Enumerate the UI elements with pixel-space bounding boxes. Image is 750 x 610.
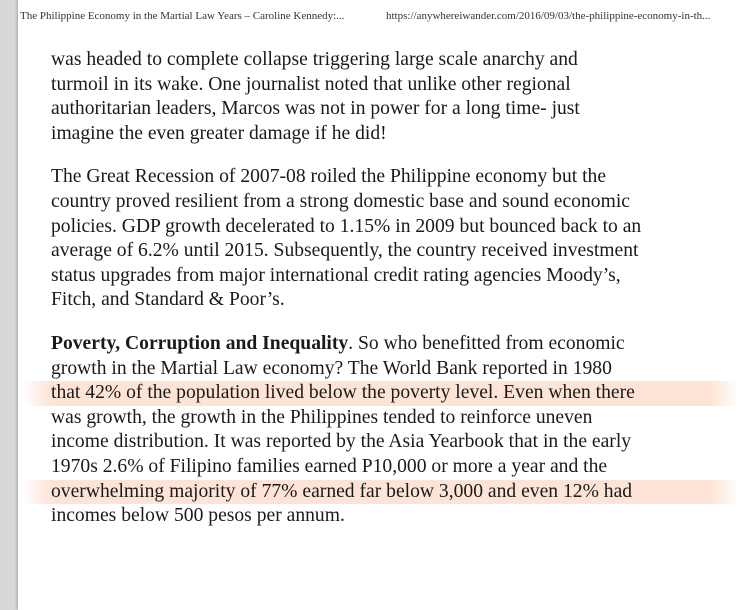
text-line: average of 6.2% until 2015. Subsequently… [51, 240, 639, 262]
text-line: policies. GDP growth decelerated to 1.15… [51, 215, 642, 237]
text-line: Poverty, Corruption and Inequality. So w… [51, 332, 711, 357]
text-line: growth in the Martial Law economy? The W… [51, 357, 612, 379]
text-line: imagine the even greater damage if he di… [51, 122, 387, 144]
document-url[interactable]: https://anywhereiwander.com/2016/09/03/t… [386, 10, 711, 22]
document-title: The Philippine Economy in the Martial La… [20, 10, 345, 22]
paragraph-3: Poverty, Corruption and Inequality. So w… [23, 332, 739, 529]
paragraph-1: was headed to complete collapse triggeri… [51, 48, 711, 146]
highlighted-line: that 42% of the population lived below t… [23, 381, 739, 406]
text-line: income distribution. It was reported by … [51, 431, 632, 453]
highlighted-line: overwhelming majority of 77% earned far … [23, 479, 739, 505]
text-line: incomes below 500 pesos per annum. [51, 505, 345, 527]
text-line: turmoil in its wake. One journalist note… [51, 73, 571, 95]
section-heading: Poverty, Corruption and Inequality [51, 332, 349, 354]
text-line: 1970s 2.6% of Filipino families earned P… [51, 455, 608, 477]
text-line: Fitch, and Standard & Poor’s. [51, 289, 285, 311]
heading-continuation: . So who benefitted from economic [348, 332, 625, 354]
document-page [18, 0, 750, 610]
text-line: authoritarian leaders, Marcos was not in… [51, 98, 580, 120]
text-line: The Great Recession of 2007-08 roiled th… [51, 166, 607, 188]
text-line: country proved resilient from a strong d… [51, 190, 630, 212]
text-line: status upgrades from major international… [51, 264, 621, 286]
text-line: was growth, the growth in the Philippine… [51, 406, 593, 428]
print-header: The Philippine Economy in the Martial La… [18, 0, 732, 34]
article-body: was headed to complete collapse triggeri… [23, 48, 739, 548]
text-line: was headed to complete collapse triggeri… [51, 49, 578, 70]
paragraph-2: The Great Recession of 2007-08 roiled th… [51, 165, 711, 313]
